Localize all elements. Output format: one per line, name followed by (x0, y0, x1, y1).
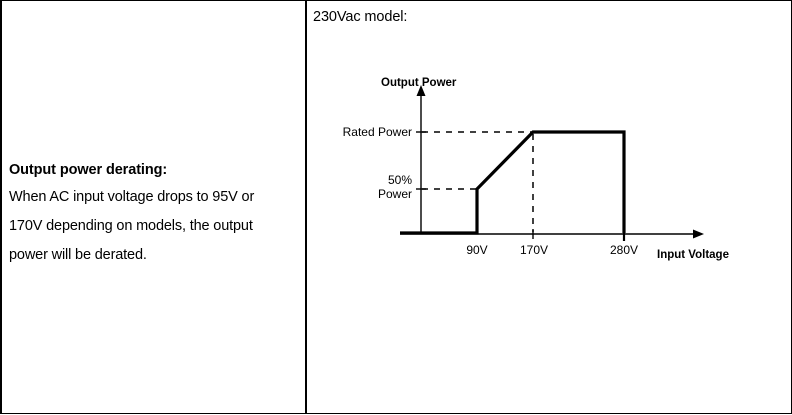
y-axis-title: Output Power (381, 77, 457, 89)
x-tick-label-170v: 170V (520, 243, 548, 257)
y-tick-label-rated-power: Rated Power (343, 125, 412, 139)
derating-heading: Output power derating: (9, 157, 301, 183)
x-axis-arrowhead (693, 230, 704, 239)
derating-text-block: Output power derating: When AC input vol… (9, 157, 301, 270)
derating-chart: Output Power Input Voltage Rated Power 5… (306, 1, 792, 415)
y-axis (417, 85, 426, 234)
derating-body-line-1: When AC input voltage drops to 95V or (9, 183, 301, 212)
y-tick-label-50-percent-line2: Power (378, 187, 412, 201)
x-axis-title: Input Voltage (657, 249, 729, 261)
left-text-panel: Output power derating: When AC input vol… (0, 1, 305, 415)
y-tick-label-50-percent-line1: 50% (388, 173, 412, 187)
derating-body-line-2: 170V depending on models, the output (9, 212, 301, 241)
derating-curve (400, 132, 624, 233)
x-tick-label-280v: 280V (610, 243, 638, 257)
derating-body-line-3: power will be derated. (9, 241, 301, 270)
x-tick-label-90v: 90V (466, 243, 487, 257)
derating-chart-svg: Output Power Input Voltage Rated Power 5… (306, 1, 792, 415)
right-chart-panel: 230Vac model: Output Power Input Voltage (306, 1, 792, 415)
